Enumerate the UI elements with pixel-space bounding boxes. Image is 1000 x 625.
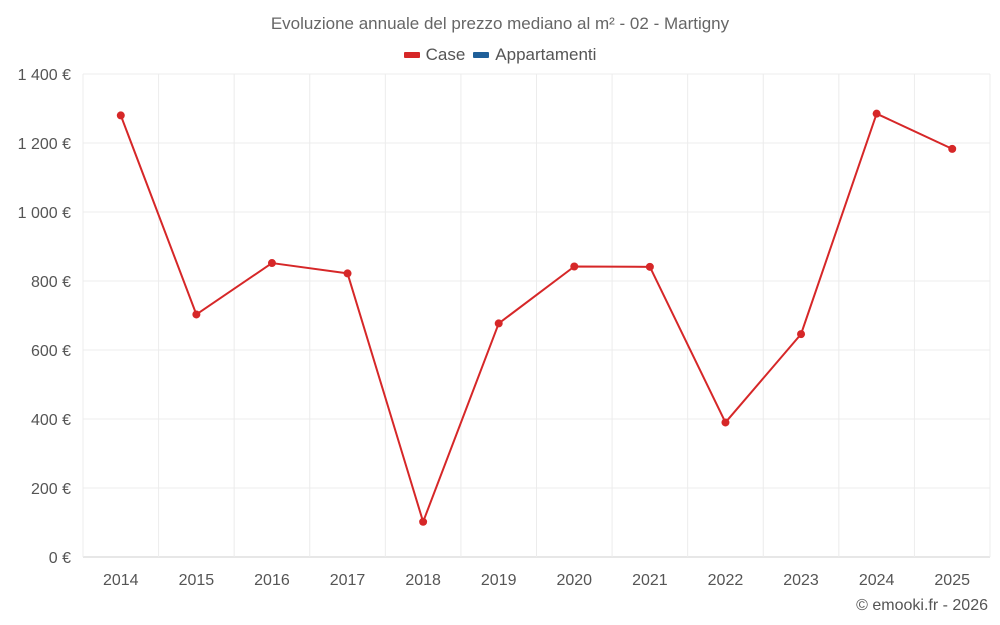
series-line-case <box>119 112 953 523</box>
x-tick-label: 2016 <box>254 572 290 589</box>
y-tick-label: 1 400 € <box>18 67 71 84</box>
y-tick-label: 400 € <box>31 412 71 429</box>
x-tick-label: 2019 <box>481 572 517 589</box>
data-point <box>721 418 730 427</box>
legend: Case Appartamenti <box>0 45 1000 65</box>
y-tick-label: 0 € <box>49 550 71 567</box>
y-tick-label: 1 000 € <box>18 205 71 222</box>
y-tick-label: 200 € <box>31 481 71 498</box>
legend-swatch-case <box>403 52 420 58</box>
y-tick-label: 600 € <box>31 343 71 360</box>
data-point <box>494 319 503 328</box>
y-tick-label: 1 200 € <box>18 136 71 153</box>
data-point <box>343 269 352 278</box>
x-tick-label: 2024 <box>859 572 895 589</box>
x-tick-label: 2018 <box>405 572 441 589</box>
x-tick-label: 2014 <box>103 572 139 589</box>
legend-swatch-appartamenti <box>473 52 490 58</box>
data-point <box>419 517 428 526</box>
chart-title: Evoluzione annuale del prezzo mediano al… <box>270 14 730 33</box>
legend-label-appartamenti: Appartamenti <box>495 45 597 64</box>
legend-label-case: Case <box>425 45 466 64</box>
data-point <box>192 310 201 319</box>
legend-item-case[interactable]: Case <box>403 45 466 65</box>
x-tick-label: 2023 <box>783 572 819 589</box>
data-point <box>872 109 881 118</box>
data-point <box>797 330 806 339</box>
data-point <box>267 259 276 268</box>
legend-item-appartamenti[interactable]: Appartamenti <box>473 45 596 65</box>
x-tick-label: 2017 <box>330 572 366 589</box>
x-tick-label: 2021 <box>632 572 668 589</box>
data-point <box>948 144 957 153</box>
data-point <box>645 262 654 271</box>
data-point <box>570 262 579 271</box>
credit: © emooki.fr - 2026 <box>856 597 988 614</box>
y-tick-label: 800 € <box>31 274 71 291</box>
x-tick-label: 2025 <box>934 572 970 589</box>
data-point <box>116 111 125 120</box>
x-tick-label: 2015 <box>179 572 215 589</box>
x-tick-label: 2022 <box>708 572 744 589</box>
x-tick-label: 2020 <box>556 572 592 589</box>
